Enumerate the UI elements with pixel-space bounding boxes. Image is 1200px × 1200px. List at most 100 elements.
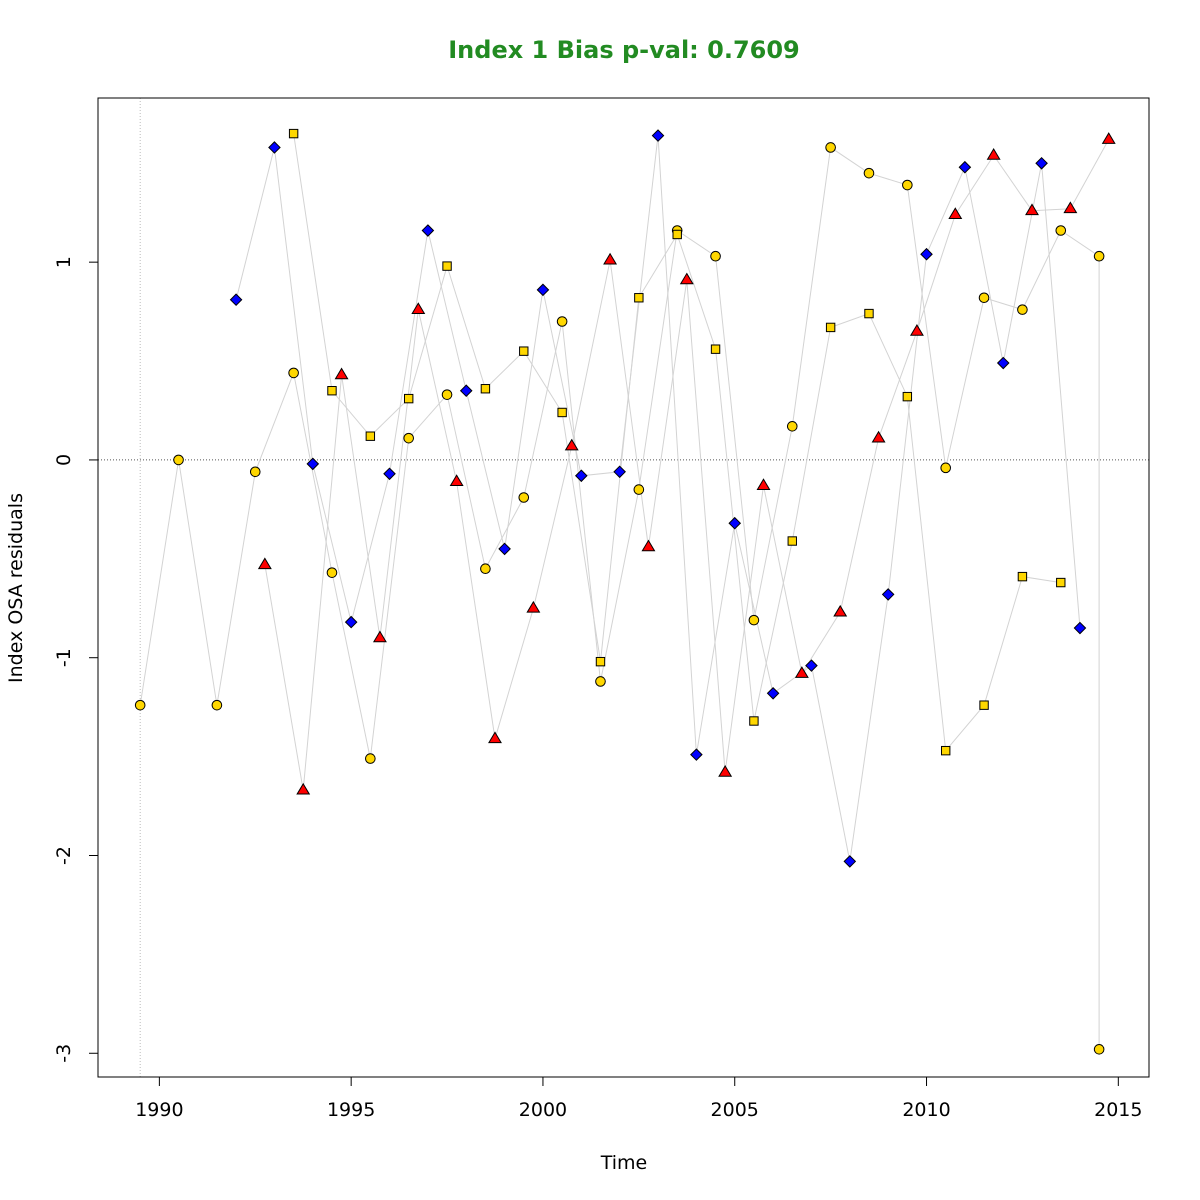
triangle-point bbox=[833, 604, 848, 617]
diamond-point bbox=[1073, 621, 1087, 635]
diamond-point bbox=[1035, 156, 1048, 170]
diamond-point bbox=[996, 356, 1010, 370]
diamond-point bbox=[728, 516, 742, 530]
diamond-point bbox=[690, 748, 703, 761]
triangle-point bbox=[564, 438, 579, 451]
square-point bbox=[979, 700, 989, 710]
x-axis-label: Time bbox=[600, 1152, 648, 1174]
square-point bbox=[749, 716, 759, 726]
diamond-point bbox=[421, 224, 435, 237]
circle-point bbox=[441, 389, 453, 400]
diamond-point bbox=[229, 293, 243, 307]
circle-point bbox=[1093, 1044, 1105, 1055]
diamond-point bbox=[383, 467, 396, 481]
square-point bbox=[442, 261, 452, 271]
diamond-point bbox=[306, 457, 320, 471]
x-tick-label: 2005 bbox=[711, 1099, 759, 1121]
diamond-point bbox=[459, 384, 473, 398]
triangle-point bbox=[679, 272, 694, 285]
circle-point bbox=[1055, 225, 1067, 236]
circle-point bbox=[403, 432, 414, 444]
circle-point bbox=[748, 614, 760, 626]
circle-point bbox=[365, 753, 376, 764]
square-point bbox=[557, 407, 567, 418]
circle-point bbox=[863, 167, 875, 179]
triangle-point bbox=[526, 600, 541, 613]
triangle-point bbox=[1101, 132, 1116, 144]
diamond-point bbox=[268, 141, 281, 154]
square-point bbox=[787, 536, 797, 546]
diamond-point bbox=[881, 588, 895, 601]
circle-point bbox=[978, 292, 990, 304]
circle-point bbox=[940, 462, 952, 474]
diamond-point bbox=[766, 687, 780, 700]
square-point bbox=[480, 384, 491, 394]
diamond-point bbox=[651, 129, 665, 142]
triangle-point bbox=[334, 367, 349, 380]
square-point bbox=[327, 386, 337, 396]
square-point bbox=[825, 322, 836, 333]
square-point bbox=[403, 393, 414, 404]
circle-point bbox=[825, 142, 836, 153]
circle-point bbox=[326, 567, 338, 578]
square-point bbox=[1056, 577, 1066, 588]
x-tick-label: 1990 bbox=[135, 1099, 183, 1121]
circle-point bbox=[556, 316, 568, 327]
triangle-point bbox=[909, 323, 924, 336]
data-points bbox=[134, 128, 1116, 1055]
diamond-point bbox=[805, 659, 818, 672]
x-tick-label: 2010 bbox=[902, 1099, 950, 1121]
y-tick-label: -3 bbox=[53, 1044, 75, 1063]
plot-frame bbox=[97, 97, 1150, 1078]
diamond-point bbox=[536, 283, 550, 297]
circle-point bbox=[134, 699, 146, 711]
triangle-point bbox=[257, 557, 272, 570]
square-point bbox=[941, 745, 951, 756]
square-point bbox=[595, 656, 606, 667]
circle-point bbox=[173, 454, 184, 466]
diamond-point bbox=[920, 247, 933, 261]
diamond-point bbox=[958, 160, 972, 174]
diamond-point bbox=[574, 469, 588, 483]
square-point bbox=[864, 308, 874, 319]
x-axis: 1990 1995 2000 2005 2010 2015 bbox=[135, 1076, 1142, 1121]
circle-point bbox=[518, 492, 530, 503]
circle-point bbox=[1093, 250, 1105, 262]
x-tick-label: 1995 bbox=[327, 1099, 375, 1121]
square-point bbox=[710, 344, 721, 354]
square-point bbox=[365, 431, 376, 441]
x-tick-label: 2000 bbox=[519, 1099, 567, 1121]
x-tick-label: 2015 bbox=[1094, 1099, 1142, 1121]
triangle-point bbox=[603, 252, 618, 265]
square-point bbox=[634, 293, 644, 303]
y-tick-label: 0 bbox=[53, 454, 75, 466]
y-tick-label: -2 bbox=[53, 846, 75, 865]
circle-point bbox=[595, 676, 606, 687]
y-tick-label: -1 bbox=[53, 648, 75, 667]
triangle-point bbox=[372, 630, 387, 643]
diamond-point bbox=[613, 465, 626, 479]
square-point bbox=[1017, 571, 1028, 582]
reference-lines bbox=[98, 98, 1149, 1077]
triangle-point bbox=[449, 474, 464, 487]
triangle-point bbox=[1063, 201, 1078, 214]
circle-series-line bbox=[139, 146, 1100, 1050]
triangle-point bbox=[986, 147, 1001, 160]
square-point bbox=[288, 128, 299, 139]
square-point bbox=[672, 229, 682, 240]
square-point bbox=[519, 346, 529, 356]
y-tick-label: 1 bbox=[53, 256, 75, 268]
diamond-series-line bbox=[235, 135, 1081, 862]
y-axis-label: Index OSA residuals bbox=[5, 493, 27, 683]
diamond-point bbox=[498, 542, 511, 556]
triangle-point bbox=[641, 539, 656, 552]
triangle-point bbox=[411, 302, 426, 314]
diamond-point bbox=[843, 855, 857, 868]
triangle-point bbox=[794, 666, 809, 678]
triangle-point bbox=[488, 731, 502, 744]
circle-point bbox=[710, 250, 721, 262]
circle-point bbox=[902, 179, 913, 191]
triangle-point bbox=[1025, 203, 1039, 216]
connector-lines bbox=[139, 133, 1110, 1050]
